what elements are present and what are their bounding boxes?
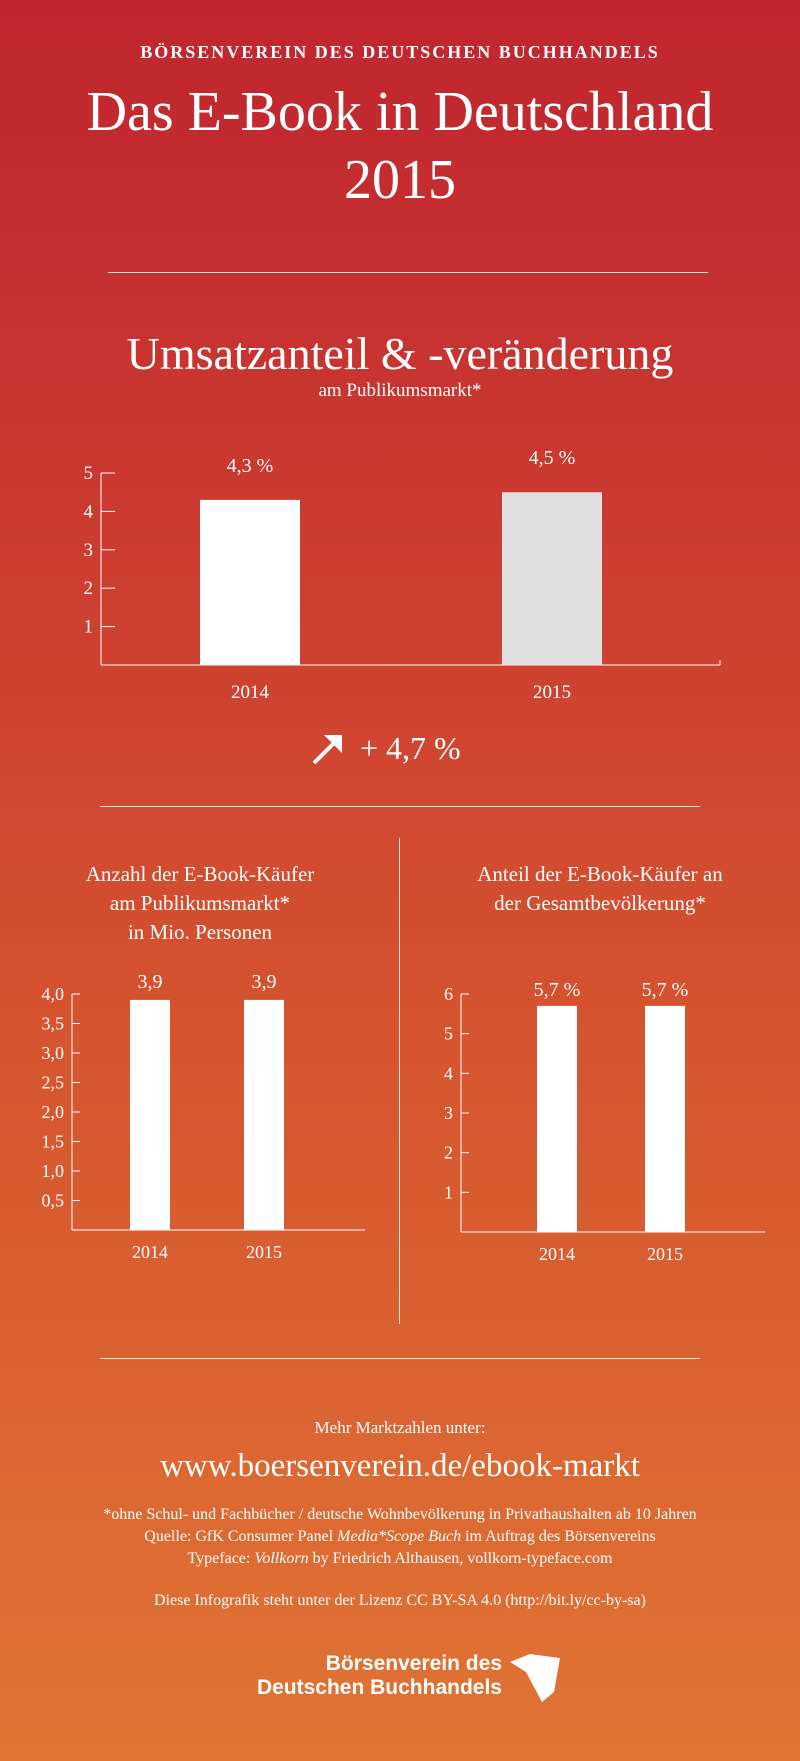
y-tick-label: 1 — [444, 1182, 453, 1202]
y-tick-label: 4,0 — [42, 984, 65, 1004]
y-tick-label: 0,5 — [42, 1191, 65, 1211]
y-tick-label: 5 — [84, 463, 94, 484]
page-title: Das E-Book in Deutschland 2015 — [0, 78, 800, 214]
logo-line2: Deutschen Buchhandels — [256, 1676, 502, 1699]
footnote-block: *ohne Schul- und Fachbücher / deutsche W… — [0, 1504, 800, 1570]
buyers-title-line1: Anzahl der E-Book-Käufer — [85, 862, 315, 886]
page-title-year: 2015 — [344, 149, 456, 211]
typeface-name: Vollkorn — [254, 1550, 309, 1567]
y-tick-label: 1,5 — [42, 1132, 65, 1152]
y-tick-label: 6 — [444, 984, 453, 1004]
bar — [130, 999, 170, 1230]
market-url-link[interactable]: www.boersenverein.de/ebook-markt — [160, 1448, 640, 1484]
y-tick-label: 3 — [84, 540, 94, 561]
section-subtitle: am Publikumsmarkt* — [318, 380, 482, 401]
share-title-line2: der Gesamtbevölkerung* — [494, 891, 706, 915]
y-tick-label: 3 — [444, 1103, 453, 1123]
typeface-line: Typeface: Vollkorn by Friedrich Althause… — [0, 1548, 800, 1570]
change-indicator: + 4,7 % — [310, 730, 461, 767]
bar-value-label: 3,9 — [138, 971, 163, 993]
x-tick-label: 2015 — [647, 1244, 683, 1264]
divider — [108, 272, 708, 273]
y-tick-label: 2 — [84, 578, 94, 599]
section-title: Umsatzanteil & -veränderung — [126, 328, 674, 379]
bar-value-label: 4,5 % — [529, 447, 576, 469]
buyers-title-line3: in Mio. Personen — [127, 920, 273, 944]
y-tick-label: 5 — [444, 1024, 453, 1044]
bar — [244, 999, 284, 1230]
change-value: + 4,7 % — [360, 730, 461, 766]
column-divider — [399, 838, 400, 1324]
buyers-chart-title: Anzahl der E-Book-Käufer am Publikumsmar… — [30, 860, 370, 947]
bar — [200, 499, 300, 665]
revenue-share-chart: 1 2 3 4 5 4,3 % 2014 4,5 % 2015 — [84, 447, 721, 703]
organization-name: BÖRSENVEREIN DES DEUTSCHEN BUCHHANDELS — [140, 42, 660, 62]
source-title: Media*Scope Buch — [337, 1528, 462, 1545]
publisher-logo-text: Börsenverein des Deutschen Buchhandels — [240, 1652, 502, 1700]
y-tick-label: 1,0 — [42, 1161, 65, 1181]
x-tick-label: 2014 — [132, 1242, 168, 1262]
arrow-up-right-icon — [312, 734, 342, 764]
x-tick-label: 2015 — [246, 1242, 282, 1262]
source-suffix: im Auftrag des Börsenvereins — [461, 1528, 656, 1545]
source-prefix: Quelle: GfK Consumer Panel — [144, 1528, 338, 1545]
y-tick-label: 2,0 — [42, 1102, 65, 1122]
y-tick-label: 1 — [84, 617, 94, 638]
x-tick-label: 2014 — [231, 682, 270, 703]
x-tick-label: 2014 — [539, 1244, 575, 1264]
typeface-suffix: by Friedrich Althausen, vollkorn-typefac… — [308, 1550, 613, 1567]
logo-line1: Börsenverein des — [325, 1652, 502, 1675]
divider — [100, 806, 700, 807]
y-tick-label: 3,0 — [42, 1043, 65, 1063]
bar — [645, 1005, 685, 1232]
page-title-line1: Das E-Book in Deutschland — [86, 81, 714, 143]
bar-value-label: 4,3 % — [227, 455, 274, 477]
bar — [502, 492, 602, 665]
bar-value-label: 3,9 — [252, 971, 277, 993]
license-text: Diese Infografik steht unter der Lizenz … — [154, 1592, 646, 1609]
y-tick-label: 4 — [84, 501, 94, 522]
bar-value-label: 5,7 % — [534, 979, 581, 1001]
population-share-chart-title: Anteil der E-Book-Käufer an der Gesamtbe… — [410, 860, 790, 918]
more-data-label: Mehr Marktzahlen unter: — [314, 1418, 486, 1437]
bar — [537, 1005, 577, 1232]
divider — [100, 1358, 700, 1359]
y-tick-label: 2 — [444, 1143, 453, 1163]
bar-value-label: 5,7 % — [642, 979, 689, 1001]
y-tick-label: 2,5 — [42, 1073, 65, 1093]
buyers-title-line2: am Publikumsmarkt* — [109, 891, 291, 915]
source-line: Quelle: GfK Consumer Panel Media*Scope B… — [0, 1526, 800, 1548]
y-tick-label: 4 — [444, 1063, 453, 1083]
x-tick-label: 2015 — [533, 682, 571, 703]
publisher-logo-icon — [510, 1654, 560, 1702]
footnote: *ohne Schul- und Fachbücher / deutsche W… — [103, 1506, 697, 1523]
y-tick-label: 3,5 — [42, 1014, 65, 1034]
population-share-chart: 1 2 3 4 5 6 5,7 % 2014 5,7 % 2015 — [444, 979, 765, 1264]
typeface-prefix: Typeface: — [187, 1550, 255, 1567]
share-title-line1: Anteil der E-Book-Käufer an — [477, 862, 723, 886]
buyers-count-chart: 0,5 1,0 1,5 2,0 2,5 3,0 3,5 4,0 3,9 2014 3,9 2015 — [42, 971, 365, 1262]
